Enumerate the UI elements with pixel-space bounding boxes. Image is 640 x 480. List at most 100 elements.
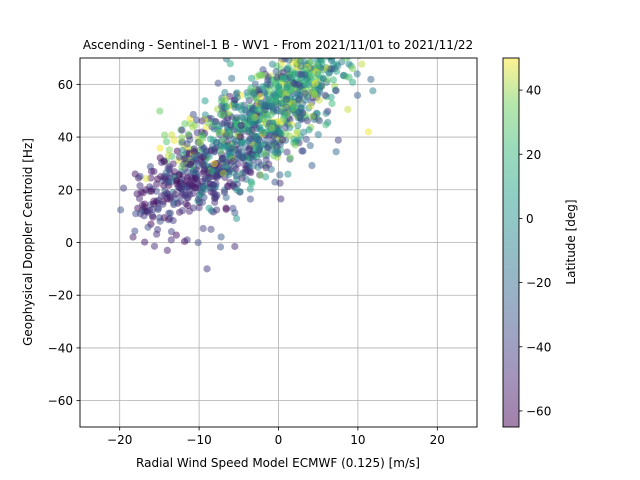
scatter-point [329,76,337,84]
scatter-point [189,110,197,119]
scatter-point [322,121,330,129]
scatter-point [226,121,235,129]
scatter-point [276,171,284,179]
scatter-point [217,233,225,241]
scatter-point [196,138,204,147]
y-tick-label: −40 [48,341,73,355]
scatter-point [232,172,241,180]
scatter-point [150,200,158,208]
scatter-point [184,130,192,138]
scatter-point [283,83,291,91]
scatter-point [259,115,267,123]
scatter-point [293,136,301,145]
scatter-point [155,214,164,222]
scatter-point [248,179,256,188]
x-axis-label: Radial Wind Speed Model ECMWF (0.125) [m… [136,456,420,470]
scatter-point [136,172,144,180]
scatter-point [117,206,125,214]
scatter-point [215,129,223,137]
scatter-point [194,238,202,247]
x-tick-label: 0 [275,433,283,447]
scatter-point [332,87,340,95]
scatter-point [281,58,289,63]
scatter-point [131,227,139,235]
scatter-point [178,207,187,215]
scatter-point [334,62,342,70]
scatter-point [261,101,269,109]
colorbar-tick-label: −20 [526,276,551,290]
scatter-point [231,209,239,217]
scatter-point [280,111,288,120]
scatter-point [160,158,169,166]
scatter-point [179,146,187,154]
scatter-point [186,180,194,188]
scatter-point [203,147,211,155]
scatter-point [283,148,291,156]
scatter-point [277,195,285,203]
scatter-point [246,185,254,193]
scatter-point [163,246,171,255]
scatter-point [270,82,278,91]
scatter-point [203,265,211,273]
scatter-points [117,58,377,273]
scatter-point [303,117,311,125]
scatter-point [185,207,194,215]
scatter-point [236,133,244,141]
x-tick-label: 10 [350,433,365,447]
scatter-point [246,195,254,203]
scatter-point [282,103,290,111]
scatter-point [207,135,215,143]
scatter-point [264,95,272,103]
scatter-point [136,182,144,190]
scatter-point [308,112,316,120]
scatter-point [168,177,176,185]
scatter-point [267,103,275,111]
scatter-point [278,136,287,144]
scatter-point [242,165,250,173]
scatter-point [167,236,175,244]
scatter-point [213,172,221,180]
scatter-point [164,151,172,159]
scatter-point [297,104,305,112]
scatter-point [186,160,195,168]
scatter-point [170,136,178,144]
scatter-point [259,82,267,91]
scatter-point [189,189,197,198]
scatter-point [268,124,276,132]
scatter-point [293,130,301,138]
scatter-point [273,62,281,70]
scatter-point [216,243,225,251]
scatter-point [217,97,226,105]
scatter-point [296,58,305,65]
colorbar-tick-label: 0 [526,212,534,226]
scatter-point [170,199,178,207]
scatter-point [162,169,170,177]
scatter-point [332,148,340,156]
scatter-point [334,136,342,144]
scatter-point [299,147,307,155]
scatter-point [178,134,186,142]
scatter-point [219,136,227,145]
scatter-point [279,75,287,83]
scatter-point [227,159,235,167]
scatter-point [232,214,241,223]
scatter-point [198,131,206,139]
scatter-point [198,184,207,193]
scatter-point [221,119,229,127]
scatter-point [294,122,302,130]
scatter-point [314,71,322,79]
y-tick-label: −60 [48,394,73,408]
scatter-point [173,177,181,185]
scatter-point [315,117,323,125]
scatter-point [289,103,297,112]
scatter-point [213,206,221,214]
scatter-point [286,154,294,162]
scatter-point [311,79,319,88]
scatter-point [249,89,257,97]
scatter-point [233,93,241,102]
scatter-point [307,102,315,110]
scatter-point [297,62,305,71]
scatter-point [182,190,190,198]
scatter-point [247,114,255,122]
y-axis-label: Geophysical Doppler Centroid [Hz] [21,138,35,346]
